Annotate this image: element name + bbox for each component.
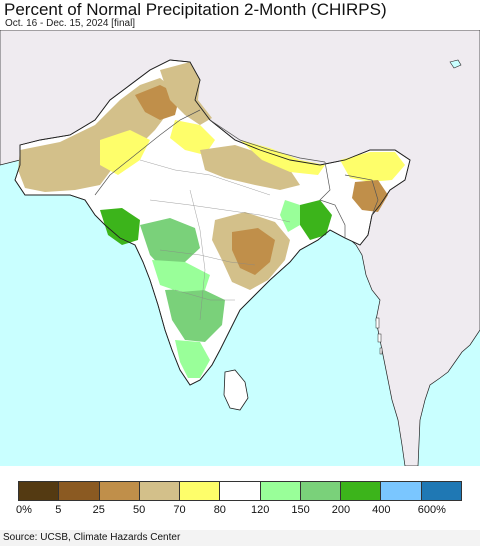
dry-region-gangetic [200,145,300,190]
state-borders [139,159,291,321]
yellow-region-north [100,130,150,175]
legend-swatch [180,482,221,500]
dry-region-northwest [18,78,175,192]
legend-swatch [99,482,140,500]
wet-region-maharashtra [140,218,200,268]
dry-region-northeast [352,180,388,212]
legend-swatch [260,482,301,500]
wet-region-south [175,340,210,378]
legend-tick-label: 25 [92,504,105,516]
legend-tick-label: 150 [291,504,310,516]
yellow-region-north-2 [170,120,215,155]
map-canvas [0,30,480,466]
legend-swatch [59,482,100,500]
dry-region-central-brown [232,228,275,275]
map-title: Percent of Normal Precipitation 2-Month … [4,0,387,19]
map-subtitle: Oct. 16 - Dec. 15, 2024 [final] [5,18,136,29]
wet-region-deccan [165,288,225,342]
country-borders [94,109,379,238]
legend-tick-label: 80 [213,504,226,516]
legend-swatch [381,482,422,500]
legend-swatch [220,482,261,500]
legend-tick-label: 120 [250,504,270,516]
legend-tick-label: 200 [331,504,351,516]
wet-region-gujarat [100,208,140,245]
legend-labels: 0% 5 25 50 70 80 120 150 200 400 600% [0,504,480,518]
dry-region-himalaya [160,62,212,125]
legend-tick-label: 600% [417,504,446,516]
wet-region-bengal-light [280,200,300,232]
legend-tick-label: 70 [173,504,186,516]
legend-tick-label: 0% [16,504,32,516]
source-credit: Source: UCSB, Climate Hazards Center [0,530,480,546]
wet-region-deccan-light [152,260,210,292]
legend-swatch [19,482,60,500]
legend-colorbar [18,481,462,501]
legend-swatch [300,482,342,500]
wet-region-bengal [300,200,332,240]
precipitation-map [0,30,480,466]
legend-tick-label: 50 [132,504,146,516]
lake [449,59,462,69]
legend-swatch [421,482,461,500]
legend-swatch [139,482,181,500]
legend-swatch [341,482,382,500]
coastline [14,59,411,386]
yellow-region-northeast [340,152,405,182]
legend-tick-label: 5 [55,504,62,516]
andaman-islands [375,317,383,355]
sri-lanka [223,369,249,411]
legend-tick-label: 400 [372,504,391,516]
